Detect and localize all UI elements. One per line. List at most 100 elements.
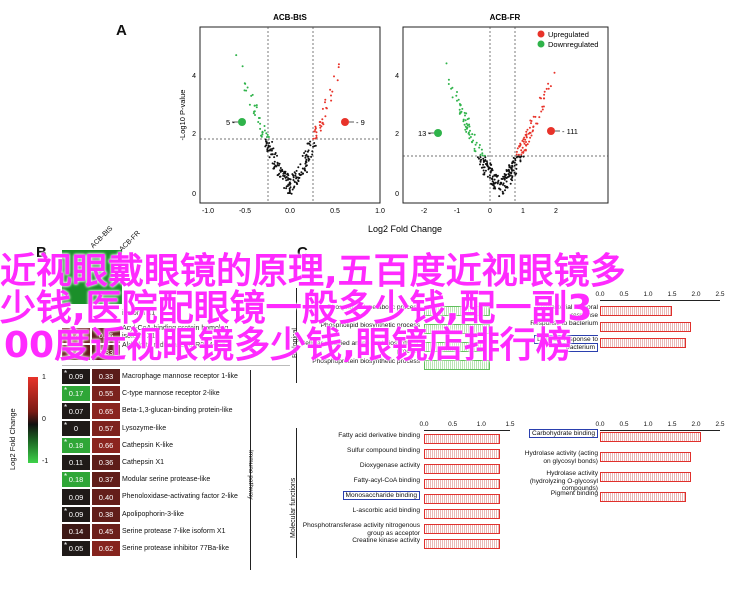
volcano-point [275,165,278,168]
volcano-point [303,152,306,154]
bio-process-label: Phospholipid metabolic process [327,304,420,311]
volcano-point [508,170,511,173]
volcano-point [248,103,251,106]
volcano-point [495,175,498,178]
heatmap-cell: 0.11 [62,455,90,471]
volcano-point [274,152,277,154]
heatmap-cell: 0.33 [92,369,120,385]
volcano-point [286,178,289,181]
volcano-point [276,154,278,157]
mf-bar [424,509,500,519]
volcano-point [515,153,518,156]
heatmap-cell: 0.49 [62,328,90,344]
panel-letter-b: B [36,244,47,261]
volcano-right-xtick: 0 [488,208,492,215]
volcano-point [314,144,317,147]
volcano-point [478,157,480,160]
volcano-point [314,137,317,140]
volcano-point [516,147,519,150]
volcano-left-xticks: -1.0 -0.5 0.0 0.5 1.0 [202,208,385,215]
volcano-point [520,149,523,152]
volcano-point [467,117,470,120]
heatmap-cell: 0 * [62,420,90,436]
volcano-point [292,179,295,181]
volcano-point [547,87,550,90]
volcano-point [302,172,304,175]
bio-process-bar [424,342,485,352]
volcano-point [532,126,535,128]
volcano-point [337,66,340,69]
bio-right-axis-tick: 0.5 [619,291,629,298]
volcano-point [447,83,450,85]
volcano-point [297,177,300,180]
heatmap-row-label: Phenoloxidase-activating factor 2-like [122,493,238,501]
volcano-right-xtick: -2 [421,208,427,215]
volcano-point [310,155,313,158]
bio-right-panel: 0.0 0.5 1.0 1.5 2.0 2.5 Antibacterial humoral… [520,276,740,376]
volcano-point [489,163,492,166]
volcano-point [283,171,286,174]
volcano-left-ytick: 4 [192,73,196,80]
mol-func-panel: Molecular functions 0.0 0.5 1.0 1.5 Fatty a… [290,418,516,608]
volcano-point [504,189,506,192]
volcano-point [243,82,246,85]
volcano-point [482,163,485,166]
mf-bar [424,524,500,534]
bio-group-label: Biological [292,328,299,358]
volcano-point [257,121,260,123]
volcano-point [266,133,269,136]
volcano-point [331,90,334,93]
legend-upregulated: Upregulated [548,30,589,39]
volcano-point [319,121,322,123]
volcano-point [543,90,546,93]
heatmap-cell: 0.36 [92,328,120,344]
mf-axis-tick: 1.0 [476,421,486,428]
volcano-point [292,176,295,179]
volcano-point [263,125,266,127]
mf-label: Fatty acid derivative binding [338,432,420,439]
volcano-point [288,190,291,193]
mf-right-bar [600,472,692,482]
volcano-point [468,133,471,136]
volcano-point [484,169,487,172]
volcano-left-xtick: 1.0 [375,208,385,215]
volcano-point [261,133,264,136]
volcano-point [467,131,470,134]
volcano-point [463,111,466,114]
volcano-point [305,164,308,167]
heatmap-row-label: Serine protease 7-like isoform X1 [122,527,226,535]
volcano-left-xtick: -1.0 [202,208,214,215]
volcano-point [330,99,333,102]
volcano-point [508,175,510,178]
volcano-point [470,140,473,143]
volcano-point [253,104,256,107]
volcano-point [541,105,544,108]
volcano-point [304,156,307,159]
volcano-left-ytick: 2 [192,131,196,138]
mf-right-axis-tick: 2.0 [691,421,701,428]
volcano-point [478,144,481,146]
volcano-point [255,104,258,107]
volcano-point [450,87,453,90]
volcano-point [547,82,550,85]
volcano-point [524,138,527,141]
volcano-point [525,141,527,143]
volcano-point [276,174,279,177]
volcano-point [257,117,260,119]
volcano-point [491,169,494,172]
volcano-point [482,173,485,176]
volcano-point [527,132,530,135]
volcano-point [479,156,482,159]
colorbar-tick-0: 0 [42,416,46,423]
volcano-point [503,177,506,180]
volcano-point [491,175,494,178]
volcano-point [462,118,465,121]
volcano-point [553,71,556,74]
volcano-point [525,130,528,133]
volcano-point [482,161,485,163]
volcano-point [246,86,249,89]
volcano-point [251,93,254,96]
heatmap-cell: 0.45 [92,523,120,540]
volcano-left-down-count: 5 - [226,118,235,127]
volcano-point [235,54,238,57]
